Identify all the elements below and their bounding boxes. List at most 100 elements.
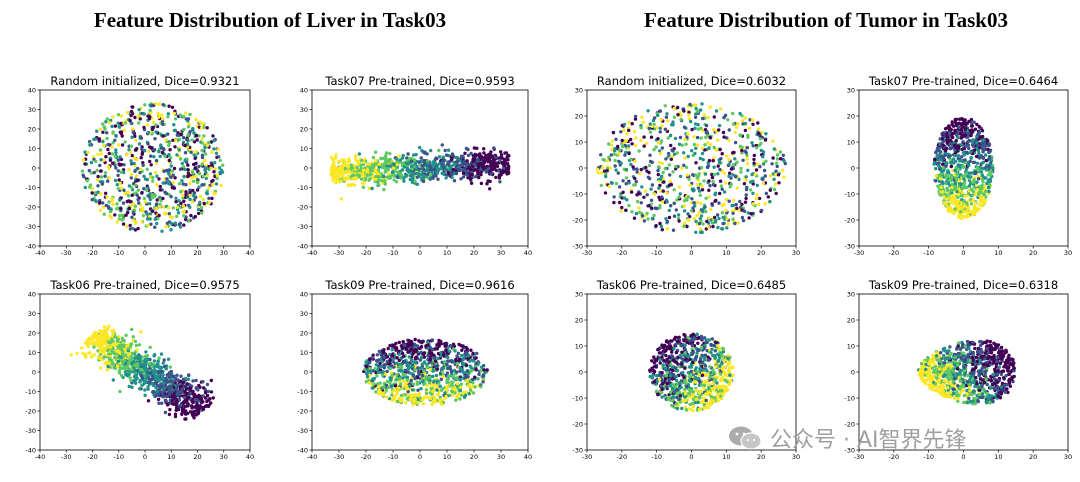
data-point [941, 143, 945, 147]
data-point [640, 185, 644, 189]
data-point [754, 197, 759, 201]
data-point [694, 146, 698, 150]
data-point [600, 166, 605, 170]
data-point [980, 134, 985, 139]
data-point [932, 162, 936, 166]
data-point [488, 179, 492, 184]
data-point [195, 138, 199, 142]
data-point [413, 337, 417, 342]
data-point [183, 389, 187, 394]
data-point [661, 189, 665, 193]
data-point [693, 204, 697, 208]
data-point [194, 117, 198, 122]
data-point [113, 154, 117, 159]
y-tick-label: -40 [25, 242, 36, 250]
data-point [220, 170, 225, 174]
data-point [122, 366, 127, 371]
data-point [97, 201, 102, 205]
data-point [979, 185, 983, 189]
data-point [685, 132, 690, 136]
data-point [147, 381, 151, 385]
data-point [699, 108, 703, 112]
data-point [136, 226, 140, 231]
data-point [967, 146, 971, 151]
data-point [972, 148, 977, 152]
data-point [762, 168, 767, 173]
x-tick-label: 30 [792, 249, 800, 257]
data-point [690, 149, 694, 153]
data-point [401, 339, 405, 344]
data-point [646, 217, 650, 221]
data-point [659, 224, 664, 229]
data-point [143, 103, 147, 107]
data-point [111, 202, 115, 207]
data-point [151, 125, 156, 130]
data-point [980, 129, 985, 133]
data-point [125, 152, 129, 157]
data-point [742, 182, 747, 186]
data-point [99, 152, 104, 156]
data-point [211, 182, 215, 187]
y-tick-label: 10 [300, 145, 308, 153]
data-point [331, 165, 336, 169]
data-point [192, 140, 197, 144]
data-point [489, 172, 493, 176]
data-point [131, 226, 135, 231]
data-point [407, 161, 411, 165]
data-point [478, 152, 482, 156]
data-point [734, 202, 738, 207]
x-tick-label: -20 [889, 249, 900, 257]
data-point [130, 185, 134, 190]
data-point [743, 121, 748, 126]
data-point [179, 403, 183, 407]
data-point [987, 189, 991, 194]
data-point [678, 135, 683, 140]
data-point [735, 160, 739, 164]
data-point [744, 150, 748, 155]
data-point [140, 220, 144, 224]
data-point [482, 160, 487, 165]
data-point [974, 209, 979, 213]
data-point [435, 166, 439, 170]
data-point [751, 182, 755, 186]
data-point [967, 210, 972, 214]
data-point [708, 135, 712, 140]
data-point [130, 153, 134, 158]
data-point [956, 146, 960, 151]
scatter-chart-4: Task07 Pre-trained, Dice=0.6464-30 -20 -10… [844, 74, 1072, 257]
data-point [217, 155, 221, 159]
data-point [437, 148, 441, 153]
data-point [750, 118, 755, 122]
data-point [190, 170, 195, 175]
data-point [751, 202, 756, 206]
data-point [599, 171, 604, 175]
data-point [122, 188, 126, 192]
data-point [659, 117, 663, 122]
data-point [183, 111, 188, 115]
data-point [113, 343, 118, 347]
data-point [743, 200, 748, 204]
data-point [663, 167, 667, 171]
data-point [182, 199, 186, 203]
data-point [740, 114, 744, 118]
data-point [733, 130, 737, 135]
data-point [210, 196, 214, 201]
data-point [669, 204, 673, 208]
data-point [672, 115, 677, 120]
data-point [155, 389, 159, 394]
data-point [146, 357, 150, 362]
data-point [606, 159, 610, 163]
data-point [98, 208, 102, 213]
data-point [102, 355, 106, 359]
data-point [373, 150, 378, 154]
data-point [138, 135, 143, 139]
data-point [346, 177, 351, 181]
data-point [424, 388, 429, 392]
data-point [659, 139, 664, 143]
y-tick-label: 20 [575, 112, 583, 120]
data-point [180, 412, 184, 416]
data-point [971, 212, 975, 217]
data-point [133, 115, 137, 120]
data-point [193, 398, 197, 402]
data-point [154, 102, 158, 106]
